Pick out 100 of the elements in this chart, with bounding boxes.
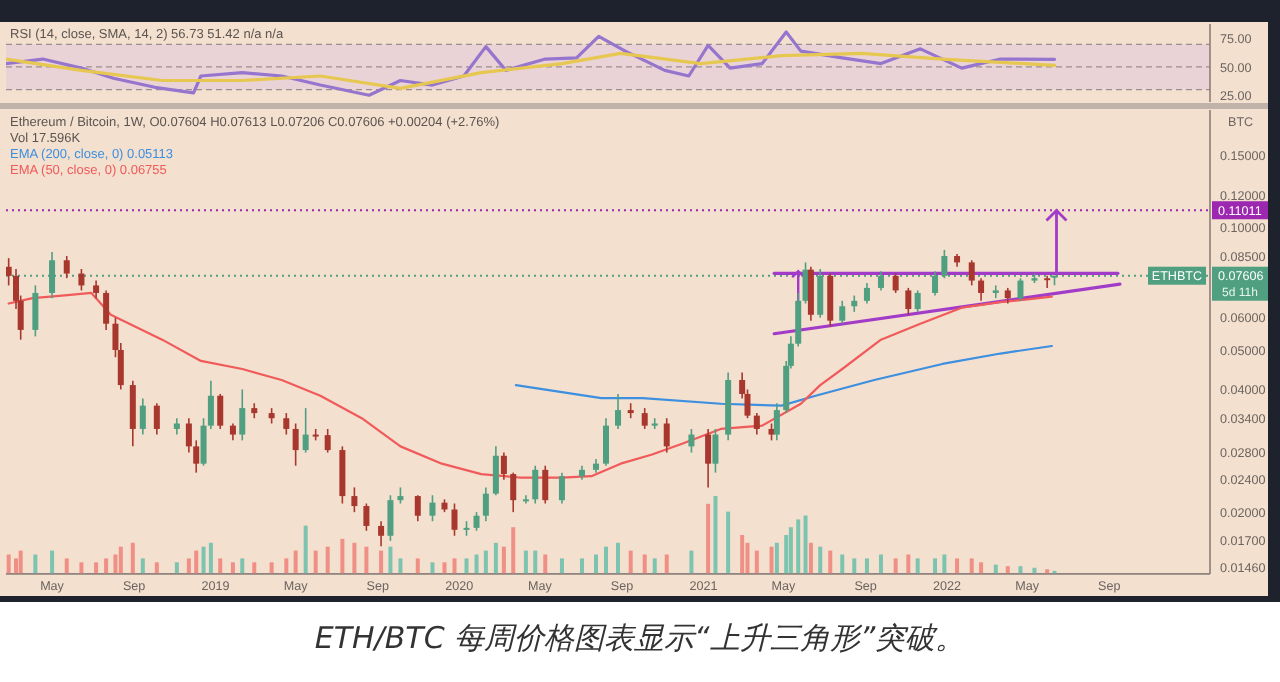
bar	[364, 546, 369, 574]
candlestick	[217, 393, 224, 430]
bar	[313, 550, 318, 574]
candlestick	[712, 428, 719, 474]
bar	[113, 554, 118, 574]
candlestick	[363, 502, 370, 532]
candlestick	[663, 417, 670, 454]
candlestick	[522, 494, 529, 505]
bar	[284, 558, 289, 574]
candlestick	[473, 511, 480, 532]
bar	[64, 558, 69, 574]
bar	[442, 562, 447, 574]
bar	[230, 562, 235, 574]
bar	[240, 558, 245, 574]
bar	[293, 550, 298, 574]
candlestick	[753, 412, 760, 436]
candlestick	[351, 486, 358, 513]
candlestick	[914, 289, 921, 313]
candlestick	[292, 422, 299, 467]
bar	[942, 554, 947, 574]
candlestick	[387, 494, 394, 542]
bar	[915, 558, 920, 574]
candlestick	[500, 451, 507, 481]
candlestick	[153, 402, 160, 436]
bar	[474, 554, 479, 574]
bar	[208, 542, 213, 574]
candlestick	[283, 412, 290, 436]
candlestick	[558, 471, 565, 505]
bar	[483, 550, 488, 574]
candlestick	[139, 397, 146, 436]
bar	[201, 546, 206, 574]
candlestick	[532, 464, 539, 505]
bar	[559, 558, 564, 574]
bar	[94, 562, 99, 574]
bar	[579, 558, 584, 574]
bar	[415, 558, 420, 574]
bar	[398, 558, 403, 574]
bar	[803, 515, 808, 574]
bar	[604, 546, 608, 574]
bar	[852, 558, 857, 574]
candlestick	[968, 259, 975, 287]
candlestick	[302, 407, 309, 454]
bar	[352, 542, 357, 574]
candlestick	[378, 520, 385, 547]
bar	[104, 558, 109, 574]
bar	[269, 562, 274, 574]
bar	[784, 535, 789, 574]
bar	[933, 558, 938, 574]
bar	[774, 542, 779, 574]
candlestick	[63, 255, 70, 279]
bar	[388, 546, 393, 574]
candlestick	[992, 284, 999, 299]
bar	[523, 550, 528, 574]
bar	[1018, 566, 1023, 574]
bar	[769, 546, 774, 574]
bar	[154, 562, 159, 574]
bar	[533, 550, 538, 574]
bar	[652, 558, 657, 574]
candlestick	[615, 393, 622, 430]
bar	[218, 558, 223, 574]
bar	[864, 558, 869, 574]
bar	[740, 535, 745, 574]
candlestick	[32, 284, 39, 338]
candlestick	[414, 494, 421, 523]
candlestick	[173, 417, 180, 436]
bar	[340, 538, 345, 574]
bar	[430, 562, 435, 574]
bar	[493, 542, 498, 574]
candlestick	[510, 471, 517, 513]
bar	[818, 546, 823, 574]
bar	[726, 511, 731, 574]
bar	[706, 503, 711, 574]
candlestick	[978, 277, 985, 302]
bar	[379, 550, 384, 574]
bar	[713, 496, 718, 574]
candlestick	[429, 494, 436, 523]
bar	[14, 558, 19, 574]
bar	[501, 546, 506, 574]
candlestick	[863, 282, 870, 305]
bar	[969, 558, 974, 574]
candlestick	[78, 268, 85, 292]
bar	[808, 542, 813, 574]
bar	[689, 550, 694, 574]
bar	[1005, 566, 1010, 574]
bar	[745, 542, 750, 574]
line-series	[6, 51, 1057, 91]
bar	[593, 554, 598, 574]
bar	[828, 550, 833, 574]
candlestick	[492, 445, 499, 497]
bar	[79, 562, 84, 574]
bar	[878, 554, 883, 574]
bar	[840, 554, 845, 574]
candlestick	[905, 287, 912, 316]
bar	[6, 554, 11, 574]
bar	[186, 558, 191, 574]
bar	[118, 546, 123, 574]
candlestick	[773, 402, 780, 442]
bar	[325, 546, 330, 574]
bar	[906, 554, 911, 574]
candlestick	[651, 417, 658, 430]
